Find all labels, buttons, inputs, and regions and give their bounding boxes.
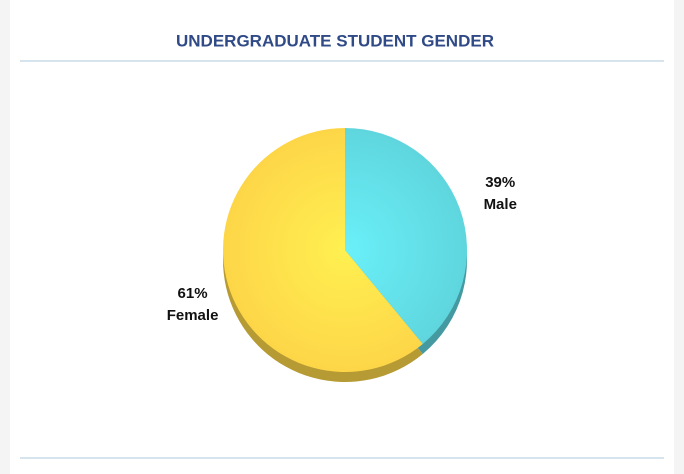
slice-value-label: 61% bbox=[178, 285, 208, 302]
chart-title: UNDERGRADUATE STUDENT GENDER bbox=[176, 31, 494, 50]
slice-category-label: Female bbox=[167, 307, 219, 324]
slice-category-label: Male bbox=[484, 196, 517, 213]
slice bbox=[345, 128, 467, 345]
slice bbox=[222, 128, 423, 372]
slice-value-label: 39% bbox=[485, 174, 515, 191]
